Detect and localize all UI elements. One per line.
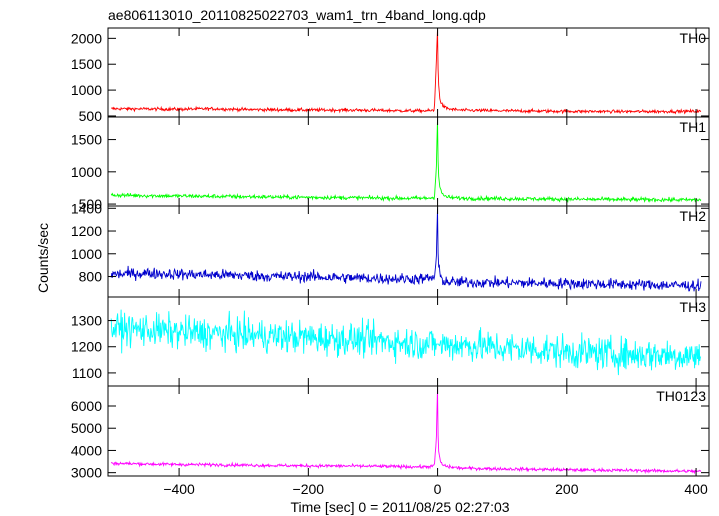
x-tick-label: −200: [293, 481, 325, 497]
x-tick-label: 400: [684, 481, 708, 497]
panel-label-th1: TH1: [680, 119, 707, 135]
series-line-th2: [110, 208, 702, 292]
panel-th2: 800 1000 1200 1400 TH2: [71, 200, 710, 298]
panel-frame: [107, 385, 710, 477]
panel-th1: 500 1000 1500 TH1: [71, 116, 710, 212]
x-tick-label: 200: [555, 481, 579, 497]
y-tick-label: 1500: [71, 132, 102, 148]
y-tick-label: 6000: [71, 398, 102, 414]
y-axis-label: Counts/sec: [35, 223, 51, 293]
y-tick-label: 1000: [71, 246, 102, 262]
panel-label-th2: TH2: [680, 208, 707, 224]
y-tick-label: 1000: [71, 82, 102, 98]
chart-title: ae806113010_20110825022703_wam1_trn_4ban…: [108, 7, 486, 23]
y-tick-label: 1100: [72, 365, 102, 381]
panel-label-th0123: TH0123: [656, 388, 706, 404]
series-line-th1: [110, 119, 702, 203]
x-tick-label: −400: [163, 481, 195, 497]
series-line-th0123: [110, 388, 702, 475]
panel-th0123: 3000 4000 5000 6000 TH0123: [71, 385, 710, 481]
y-tick-label: 1200: [71, 339, 102, 355]
y-tick-label: 1200: [71, 223, 102, 239]
panel-th0: 500 1000 1500 2000 TH0: [71, 27, 710, 124]
series-line-th3: [110, 309, 702, 376]
x-axis-label: Time [sec] 0 = 2011/08/25 02:27:03: [290, 499, 509, 515]
y-tick-label: 500: [79, 196, 103, 212]
panel-frame: [107, 27, 710, 118]
y-tick-label: 800: [79, 269, 103, 285]
y-tick-label: 2000: [71, 30, 102, 46]
y-tick-label: 1300: [71, 313, 102, 329]
series-line-th0: [110, 29, 702, 115]
y-tick-label: 1000: [71, 164, 102, 180]
panel-th3: 1100 1200 1300 TH3: [71, 296, 710, 387]
y-tick-label: 1500: [71, 56, 102, 72]
panel-label-th0: TH0: [680, 30, 707, 46]
y-tick-label: 5000: [71, 420, 102, 436]
panel-label-th3: TH3: [680, 299, 707, 315]
y-tick-label: 4000: [71, 442, 102, 458]
y-tick-label: 3000: [71, 465, 102, 481]
y-tick-label: 500: [79, 108, 103, 124]
y-tick-label: 1400: [71, 200, 102, 216]
panel-frame: [107, 116, 710, 207]
x-tick-label: 0: [434, 481, 442, 497]
